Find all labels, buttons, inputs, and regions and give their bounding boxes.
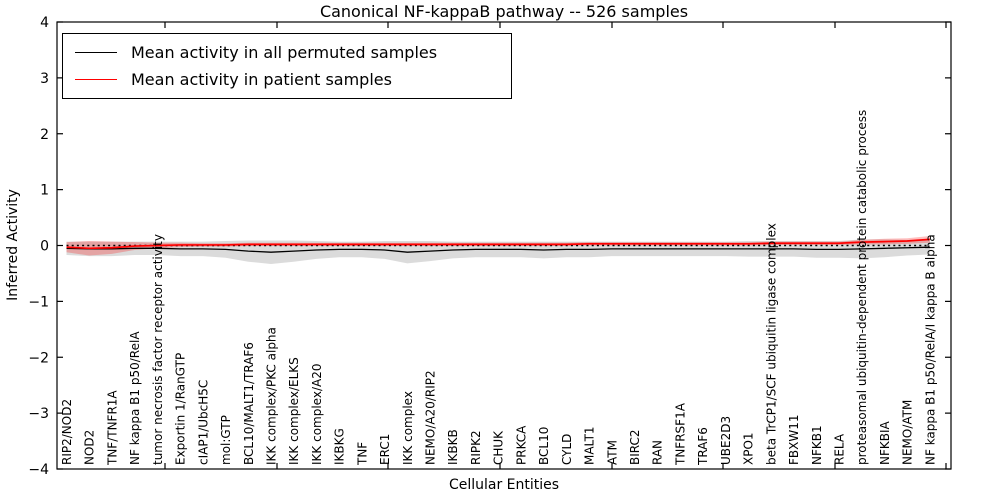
x-axis-label: Cellular Entities: [448, 477, 560, 493]
x-category-label: RIPK2: [469, 430, 483, 465]
patient-line-swatch: [75, 79, 117, 80]
patient-mean-line: [66, 238, 930, 250]
x-category-label: Exportin 1/RanGTP: [174, 353, 188, 465]
y-tick-label: −1: [28, 294, 49, 310]
permuted-mean-line: [66, 246, 930, 253]
y-tick-label: 0: [40, 239, 49, 255]
x-category-label: IKK complex/A20: [310, 364, 324, 465]
x-category-label: BCL10/MALT1/TRAF6: [242, 342, 256, 465]
x-category-label: ATM: [605, 440, 619, 465]
x-category-label: FBXW11: [787, 415, 801, 466]
x-category-label: IKBKB: [446, 429, 460, 465]
x-category-label: IKBKG: [333, 428, 347, 465]
x-category-label: NEMO/ATM: [901, 400, 915, 465]
x-category-label: RIP2/NOD2: [60, 399, 74, 465]
legend-label-permuted: Mean activity in all permuted samples: [131, 43, 438, 62]
chart-title: Canonical NF-kappaB pathway -- 526 sampl…: [319, 2, 689, 21]
y-tick-label: 1: [40, 183, 49, 199]
y-tick-label: −3: [28, 406, 49, 422]
y-tick-label: 3: [40, 71, 49, 87]
x-category-label: RAN: [651, 440, 665, 465]
x-category-label: NFKB1: [810, 425, 824, 465]
legend-label-patient: Mean activity in patient samples: [131, 70, 392, 89]
x-category-label: MALT1: [583, 426, 597, 465]
x-category-label: NEMO/A20/RIP2: [424, 370, 438, 465]
x-category-label: IKK complex/PKC alpha: [264, 327, 278, 465]
y-tick-label: 2: [40, 127, 49, 143]
x-category-label: NF kappa B1 p50/RelA: [128, 331, 142, 465]
x-category-label: NFKBIA: [878, 420, 892, 465]
x-category-label: IKK complex: [401, 391, 415, 465]
x-category-label: UBE2D3: [719, 416, 733, 465]
legend-item-patient: Mean activity in patient samples: [75, 70, 499, 89]
x-category-label: PRKCA: [514, 425, 528, 465]
x-category-label: TRAF6: [696, 427, 710, 466]
permuted-line-swatch: [75, 52, 117, 53]
permuted-band: [66, 239, 930, 264]
x-category-label: NOD2: [83, 430, 97, 465]
x-category-label: mol:GTP: [219, 415, 233, 465]
x-category-label: proteasomal ubiquitin-dependent protein …: [855, 110, 869, 465]
x-category-label: tumor necrosis factor receptor activity: [151, 234, 165, 465]
x-category-label: RELA: [832, 433, 846, 465]
x-category-label: BIRC2: [628, 429, 642, 465]
x-category-label: TNFRSF1A: [673, 402, 687, 466]
legend: Mean activity in all permuted samples Me…: [62, 33, 512, 99]
x-category-label: NF kappa B1 p50/RelA/I kappa B alpha: [923, 234, 937, 465]
x-category-label: CYLD: [560, 434, 574, 465]
x-category-label: CHUK: [492, 430, 506, 465]
x-category-label: TNF/TNFR1A: [105, 390, 119, 466]
x-category-label: beta TrCP1/SCF ubiquitin ligase complex: [764, 223, 778, 465]
y-tick-label: −4: [28, 462, 49, 478]
x-category-label: cIAP1/UbcH5C: [196, 380, 210, 465]
x-category-label: BCL10: [537, 427, 551, 465]
x-category-label: IKK complex/ELKS: [287, 357, 301, 465]
y-tick-label: 4: [40, 15, 49, 31]
y-tick-label: −2: [28, 350, 49, 366]
x-category-label: ERC1: [378, 434, 392, 465]
legend-item-permuted: Mean activity in all permuted samples: [75, 43, 499, 62]
x-category-label: TNF: [355, 442, 369, 466]
x-category-label: XPO1: [742, 432, 756, 465]
